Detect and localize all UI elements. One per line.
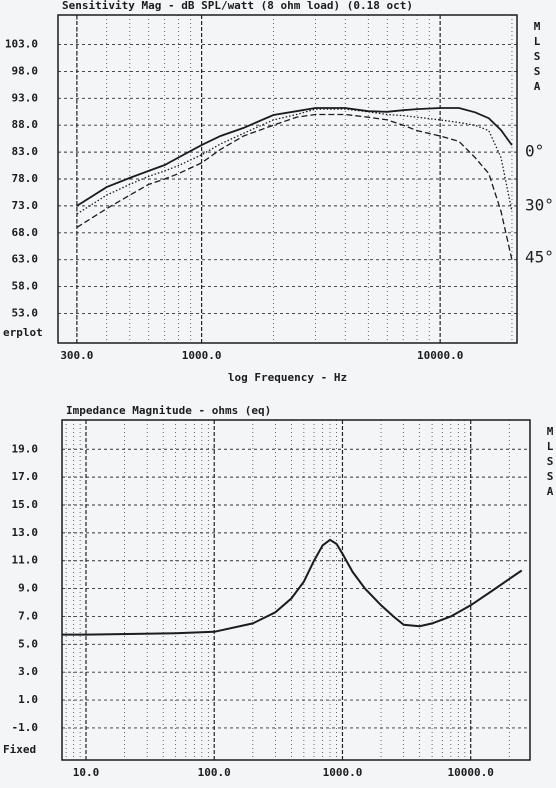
series-line bbox=[76, 107, 513, 207]
y-tick-label: 3.0 bbox=[18, 665, 38, 678]
side-letter: S bbox=[547, 470, 554, 483]
y-tick-label: 83.0 bbox=[12, 145, 39, 158]
x-tick-label: 300.0 bbox=[60, 349, 93, 362]
corner-label: Fixed bbox=[3, 743, 36, 756]
plot-frame bbox=[57, 14, 518, 344]
series-label: 45° bbox=[525, 248, 554, 267]
y-tick-label: 7.0 bbox=[18, 609, 38, 622]
y-tick-label: 19.0 bbox=[12, 442, 39, 455]
series-label: 0° bbox=[525, 142, 544, 161]
y-tick-label: 11.0 bbox=[12, 554, 39, 567]
side-letter: S bbox=[547, 455, 554, 468]
x-axis-label: log Frequency - Hz bbox=[228, 371, 347, 384]
x-tick-label: 1000.0 bbox=[182, 349, 222, 362]
y-tick-label: 98.0 bbox=[12, 64, 39, 77]
y-tick-label: 58.0 bbox=[12, 280, 39, 293]
side-letter: M bbox=[534, 20, 541, 33]
y-tick-label: 17.0 bbox=[12, 470, 39, 483]
side-letter: S bbox=[534, 65, 541, 78]
y-tick-label: -1.0 bbox=[12, 721, 39, 734]
y-tick-label: 93.0 bbox=[12, 91, 39, 104]
y-tick-label: 5.0 bbox=[18, 637, 38, 650]
x-tick-label: 1000.0 bbox=[323, 766, 363, 779]
y-tick-label: 103.0 bbox=[5, 38, 38, 51]
y-tick-label: 1.0 bbox=[18, 693, 38, 706]
x-tick-label: 10.0 bbox=[73, 766, 100, 779]
series-label: 30° bbox=[525, 196, 554, 215]
y-tick-label: 53.0 bbox=[12, 306, 39, 319]
y-tick-label: 73.0 bbox=[12, 199, 39, 212]
x-tick-label: 10000.0 bbox=[448, 766, 494, 779]
side-letter: L bbox=[534, 35, 541, 48]
chart-title: Sensitivity Mag - dB SPL/watt (8 ohm loa… bbox=[62, 0, 413, 12]
y-tick-label: 68.0 bbox=[12, 226, 39, 239]
y-tick-label: 63.0 bbox=[12, 253, 39, 266]
side-letter: S bbox=[534, 50, 541, 63]
side-letter: L bbox=[547, 440, 554, 453]
y-tick-label: 15.0 bbox=[12, 498, 39, 511]
x-tick-label: 100.0 bbox=[198, 766, 231, 779]
corner-label: erplot bbox=[3, 326, 43, 339]
side-letter: A bbox=[547, 485, 554, 498]
side-letter: M bbox=[547, 425, 554, 438]
y-tick-label: 9.0 bbox=[18, 582, 38, 595]
side-letter: A bbox=[534, 80, 541, 93]
y-tick-label: 78.0 bbox=[12, 172, 39, 185]
chart-title: Impedance Magnitude - ohms (eq) bbox=[66, 404, 271, 417]
series-line bbox=[76, 113, 513, 260]
x-tick-label: 10000.0 bbox=[417, 349, 463, 362]
y-tick-label: 13.0 bbox=[12, 526, 39, 539]
y-tick-label: 88.0 bbox=[12, 118, 39, 131]
series-line bbox=[62, 538, 523, 636]
plot-frame bbox=[61, 419, 531, 761]
